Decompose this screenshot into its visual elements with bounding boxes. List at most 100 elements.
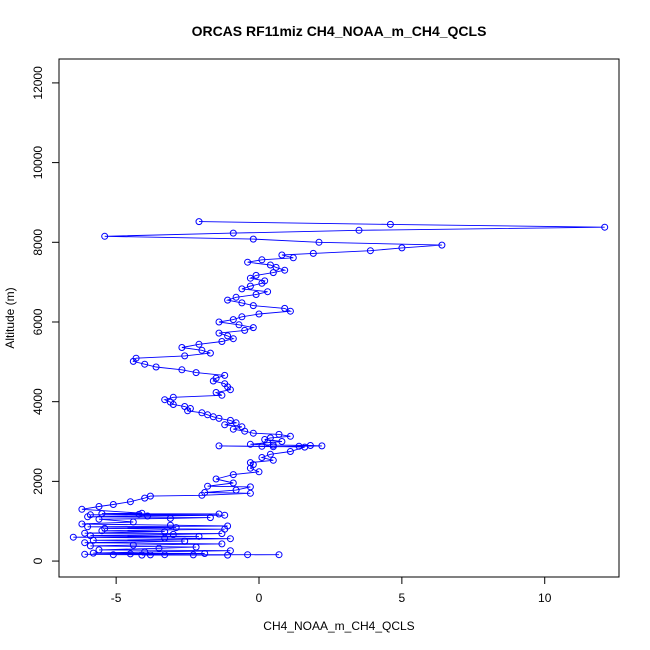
data-point bbox=[192, 369, 200, 377]
data-point bbox=[232, 419, 240, 427]
data-point bbox=[204, 482, 212, 490]
data-point bbox=[166, 514, 174, 522]
data-point bbox=[109, 551, 117, 559]
data-point bbox=[235, 321, 243, 329]
data-point bbox=[184, 407, 192, 415]
series-line bbox=[73, 221, 605, 556]
data-point bbox=[286, 448, 294, 455]
data-point bbox=[78, 505, 86, 513]
data-point bbox=[238, 313, 246, 321]
data-point bbox=[244, 551, 252, 559]
data-point bbox=[215, 318, 223, 326]
data-point bbox=[189, 551, 197, 559]
x-tick-label: -5 bbox=[111, 591, 122, 605]
data-point bbox=[215, 329, 223, 337]
data-point bbox=[212, 389, 220, 396]
data-point bbox=[195, 340, 203, 348]
data-point bbox=[229, 335, 237, 343]
data-point bbox=[238, 285, 246, 293]
data-point bbox=[246, 489, 254, 497]
data-point bbox=[86, 542, 94, 550]
data-point bbox=[169, 401, 177, 408]
data-point bbox=[215, 442, 223, 450]
y-tick-label: 8000 bbox=[31, 229, 45, 256]
data-point bbox=[229, 229, 237, 237]
data-point bbox=[226, 416, 234, 424]
data-point bbox=[275, 551, 283, 559]
data-point bbox=[241, 326, 249, 334]
data-point bbox=[141, 360, 149, 368]
data-point bbox=[229, 471, 237, 479]
data-point bbox=[315, 238, 323, 246]
x-axis: -5 0 5 10 bbox=[111, 576, 552, 605]
y-tick-label: 4000 bbox=[31, 388, 45, 415]
data-point bbox=[258, 256, 266, 264]
data-point bbox=[126, 498, 134, 506]
data-point bbox=[275, 430, 283, 438]
data-point bbox=[286, 307, 294, 315]
data-point bbox=[192, 543, 200, 551]
data-point bbox=[95, 503, 103, 510]
data-point bbox=[246, 274, 254, 282]
data-point bbox=[246, 440, 254, 448]
data-point bbox=[89, 536, 97, 544]
data-point bbox=[386, 220, 394, 228]
data-point bbox=[269, 269, 277, 277]
data-point bbox=[269, 443, 277, 451]
data-point bbox=[69, 533, 77, 541]
data-point bbox=[78, 520, 86, 528]
y-tick-label: 12000 bbox=[31, 66, 45, 100]
data-point bbox=[278, 438, 286, 445]
data-point bbox=[281, 304, 289, 312]
data-point bbox=[226, 386, 234, 394]
data-point bbox=[138, 551, 146, 559]
data-point bbox=[258, 279, 266, 287]
data-point bbox=[281, 266, 289, 274]
data-point bbox=[169, 530, 177, 538]
data-point bbox=[246, 464, 254, 472]
data-point bbox=[258, 442, 266, 450]
data-point bbox=[272, 263, 280, 271]
data-point bbox=[252, 291, 260, 298]
data-point bbox=[198, 346, 206, 354]
data-point bbox=[129, 518, 137, 526]
data-point bbox=[249, 235, 257, 243]
data-point bbox=[144, 512, 152, 520]
data-point bbox=[152, 363, 160, 371]
data-point bbox=[172, 524, 180, 532]
data-point bbox=[241, 427, 249, 435]
data-point bbox=[81, 550, 89, 558]
data-point bbox=[181, 537, 189, 545]
data-point bbox=[206, 349, 214, 357]
data-point bbox=[89, 549, 97, 557]
data-point bbox=[366, 247, 374, 255]
x-tick-label: 0 bbox=[256, 591, 263, 605]
data-point bbox=[398, 244, 406, 252]
data-point bbox=[264, 439, 272, 447]
data-point bbox=[318, 442, 326, 450]
data-point bbox=[249, 324, 257, 332]
y-tick-label: 0 bbox=[31, 557, 45, 564]
x-tick-label: 10 bbox=[538, 591, 552, 605]
data-point bbox=[84, 513, 92, 521]
data-point bbox=[201, 550, 209, 557]
data-point bbox=[98, 527, 106, 535]
data-point bbox=[286, 432, 294, 440]
data-point bbox=[266, 261, 274, 269]
plot-frame bbox=[58, 58, 620, 578]
data-point bbox=[438, 241, 446, 249]
data-point bbox=[126, 550, 134, 558]
data-point bbox=[209, 377, 217, 385]
data-point bbox=[215, 414, 223, 422]
data-point bbox=[301, 443, 309, 451]
data-layer bbox=[69, 218, 609, 559]
data-point bbox=[255, 468, 263, 476]
data-point bbox=[195, 218, 203, 226]
data-point bbox=[221, 371, 229, 379]
data-point bbox=[249, 429, 257, 437]
y-axis: 0 2000 4000 6000 8000 10000 12000 bbox=[31, 66, 60, 564]
data-point bbox=[81, 539, 89, 547]
data-point bbox=[161, 551, 169, 559]
data-point bbox=[155, 544, 163, 552]
x-tick-label: 5 bbox=[399, 591, 406, 605]
